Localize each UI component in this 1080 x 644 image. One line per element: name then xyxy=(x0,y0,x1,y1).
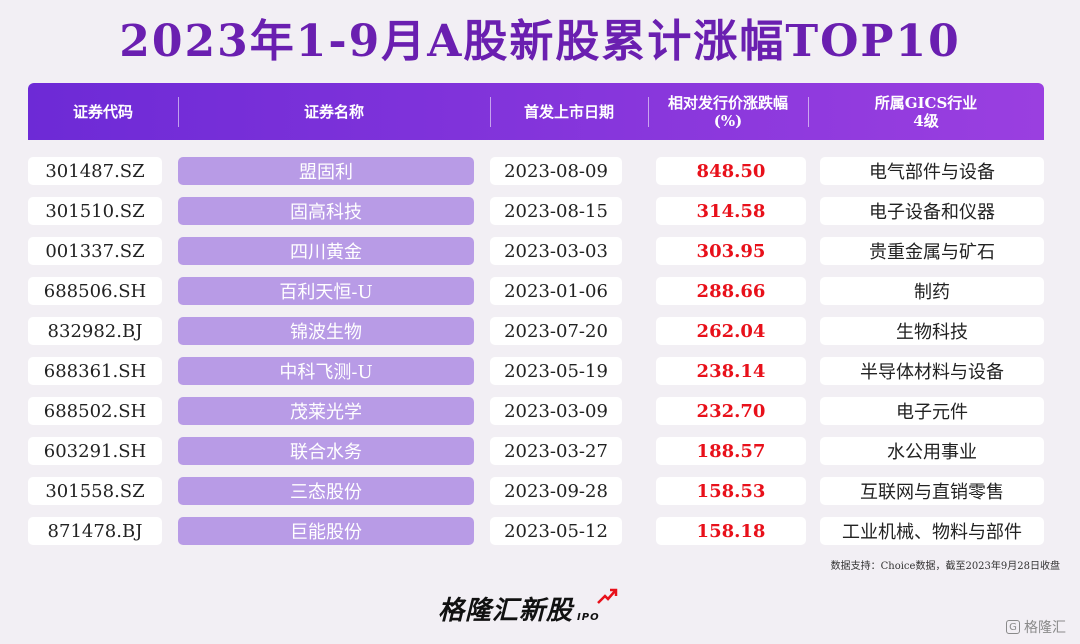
code-cell: 871478.BJ xyxy=(28,517,162,545)
change-cell: 232.70 xyxy=(656,397,806,425)
table-row: 301487.SZ 盟固利 2023-08-09 848.50 电气部件与设备 xyxy=(0,150,1080,190)
industry-cell: 互联网与直销零售 xyxy=(820,477,1044,505)
name-cell: 锦波生物 xyxy=(178,317,474,345)
gelonghui-logo-icon: G xyxy=(1006,620,1020,634)
header-change-label: 相对发行价涨跌幅 xyxy=(667,93,788,112)
code-cell: 688506.SH xyxy=(28,277,162,305)
change-cell: 288.66 xyxy=(656,277,806,305)
date-cell: 2023-07-20 xyxy=(490,317,622,345)
change-cell: 848.50 xyxy=(656,157,806,185)
table-row: 871478.BJ 巨能股份 2023-05-12 158.18 工业机械、物料… xyxy=(0,510,1080,550)
name-cell: 联合水务 xyxy=(178,437,474,465)
name-cell: 中科飞测-U xyxy=(178,357,474,385)
watermark: G 格隆汇 xyxy=(1006,617,1066,637)
name-cell: 百利天恒-U xyxy=(178,277,474,305)
header-code-label: 证券代码 xyxy=(72,102,133,121)
industry-cell: 工业机械、物料与部件 xyxy=(820,517,1044,545)
date-cell: 2023-03-03 xyxy=(490,237,622,265)
header-name-label: 证券名称 xyxy=(303,102,364,121)
logo-text: 格隆汇新股 xyxy=(438,596,574,626)
table-row: 603291.SH 联合水务 2023-03-27 188.57 水公用事业 xyxy=(0,430,1080,470)
name-cell: 四川黄金 xyxy=(178,237,474,265)
industry-cell: 制药 xyxy=(820,277,1044,305)
header-divider xyxy=(178,97,179,127)
name-cell: 茂莱光学 xyxy=(178,397,474,425)
date-cell: 2023-05-12 xyxy=(490,517,622,545)
header-industry: 所属GICS行业 4级 xyxy=(808,83,1044,140)
code-cell: 301558.SZ xyxy=(28,477,162,505)
table-row: 301510.SZ 固高科技 2023-08-15 314.58 电子设备和仪器 xyxy=(0,190,1080,230)
header-divider xyxy=(648,97,649,127)
change-cell: 303.95 xyxy=(656,237,806,265)
change-cell: 158.53 xyxy=(656,477,806,505)
header-code: 证券代码 xyxy=(28,83,178,140)
code-cell: 688502.SH xyxy=(28,397,162,425)
change-cell: 188.57 xyxy=(656,437,806,465)
industry-cell: 水公用事业 xyxy=(820,437,1044,465)
table-row: 688506.SH 百利天恒-U 2023-01-06 288.66 制药 xyxy=(0,270,1080,310)
header-change-unit: (%) xyxy=(713,111,743,130)
data-source-note: 数据支持：Choice数据，截至2023年9月28日收盘 xyxy=(830,561,1060,572)
date-cell: 2023-03-27 xyxy=(490,437,622,465)
name-cell: 巨能股份 xyxy=(178,517,474,545)
industry-cell: 电子元件 xyxy=(820,397,1044,425)
industry-cell: 电子设备和仪器 xyxy=(820,197,1044,225)
industry-cell: 生物科技 xyxy=(820,317,1044,345)
logo-sub: IPO xyxy=(577,612,600,623)
table-row: 001337.SZ 四川黄金 2023-03-03 303.95 贵重金属与矿石 xyxy=(0,230,1080,270)
name-cell: 三态股份 xyxy=(178,477,474,505)
table-row: 688361.SH 中科飞测-U 2023-05-19 238.14 半导体材料… xyxy=(0,350,1080,390)
header-name: 证券名称 xyxy=(178,83,490,140)
name-cell: 固高科技 xyxy=(178,197,474,225)
change-cell: 238.14 xyxy=(656,357,806,385)
change-cell: 262.04 xyxy=(656,317,806,345)
table-row: 688502.SH 茂莱光学 2023-03-09 232.70 电子元件 xyxy=(0,390,1080,430)
table-header: 证券代码 证券名称 首发上市日期 相对发行价涨跌幅 (%) 所属GICS行业 4… xyxy=(28,83,1044,140)
code-cell: 301510.SZ xyxy=(28,197,162,225)
industry-cell: 贵重金属与矿石 xyxy=(820,237,1044,265)
header-change: 相对发行价涨跌幅 (%) xyxy=(648,83,808,140)
header-industry-level: 4级 xyxy=(913,111,939,130)
code-cell: 832982.BJ xyxy=(28,317,162,345)
code-cell: 001337.SZ xyxy=(28,237,162,265)
header-divider xyxy=(808,97,809,127)
header-divider xyxy=(490,97,491,127)
page-title: 2023年1-9月A股新股累计涨幅TOP10 xyxy=(119,16,961,67)
date-cell: 2023-03-09 xyxy=(490,397,622,425)
table-row: 832982.BJ 锦波生物 2023-07-20 262.04 生物科技 xyxy=(0,310,1080,350)
table-row: 301558.SZ 三态股份 2023-09-28 158.53 互联网与直销零… xyxy=(0,470,1080,510)
header-date-label: 首发上市日期 xyxy=(523,102,614,121)
date-cell: 2023-09-28 xyxy=(490,477,622,505)
code-cell: 688361.SH xyxy=(28,357,162,385)
date-cell: 2023-05-19 xyxy=(490,357,622,385)
date-cell: 2023-08-09 xyxy=(490,157,622,185)
header-date: 首发上市日期 xyxy=(490,83,648,140)
brand-logo: 格隆汇新股 IPO xyxy=(438,588,618,627)
header-industry-label: 所属GICS行业 xyxy=(874,93,978,112)
change-cell: 158.18 xyxy=(656,517,806,545)
industry-cell: 半导体材料与设备 xyxy=(820,357,1044,385)
trend-arrow-icon xyxy=(597,588,618,604)
name-cell: 盟固利 xyxy=(178,157,474,185)
watermark-text: 格隆汇 xyxy=(1024,620,1066,636)
table-body: 301487.SZ 盟固利 2023-08-09 848.50 电气部件与设备 … xyxy=(0,150,1080,550)
date-cell: 2023-08-15 xyxy=(490,197,622,225)
industry-cell: 电气部件与设备 xyxy=(820,157,1044,185)
date-cell: 2023-01-06 xyxy=(490,277,622,305)
code-cell: 301487.SZ xyxy=(28,157,162,185)
change-cell: 314.58 xyxy=(656,197,806,225)
code-cell: 603291.SH xyxy=(28,437,162,465)
